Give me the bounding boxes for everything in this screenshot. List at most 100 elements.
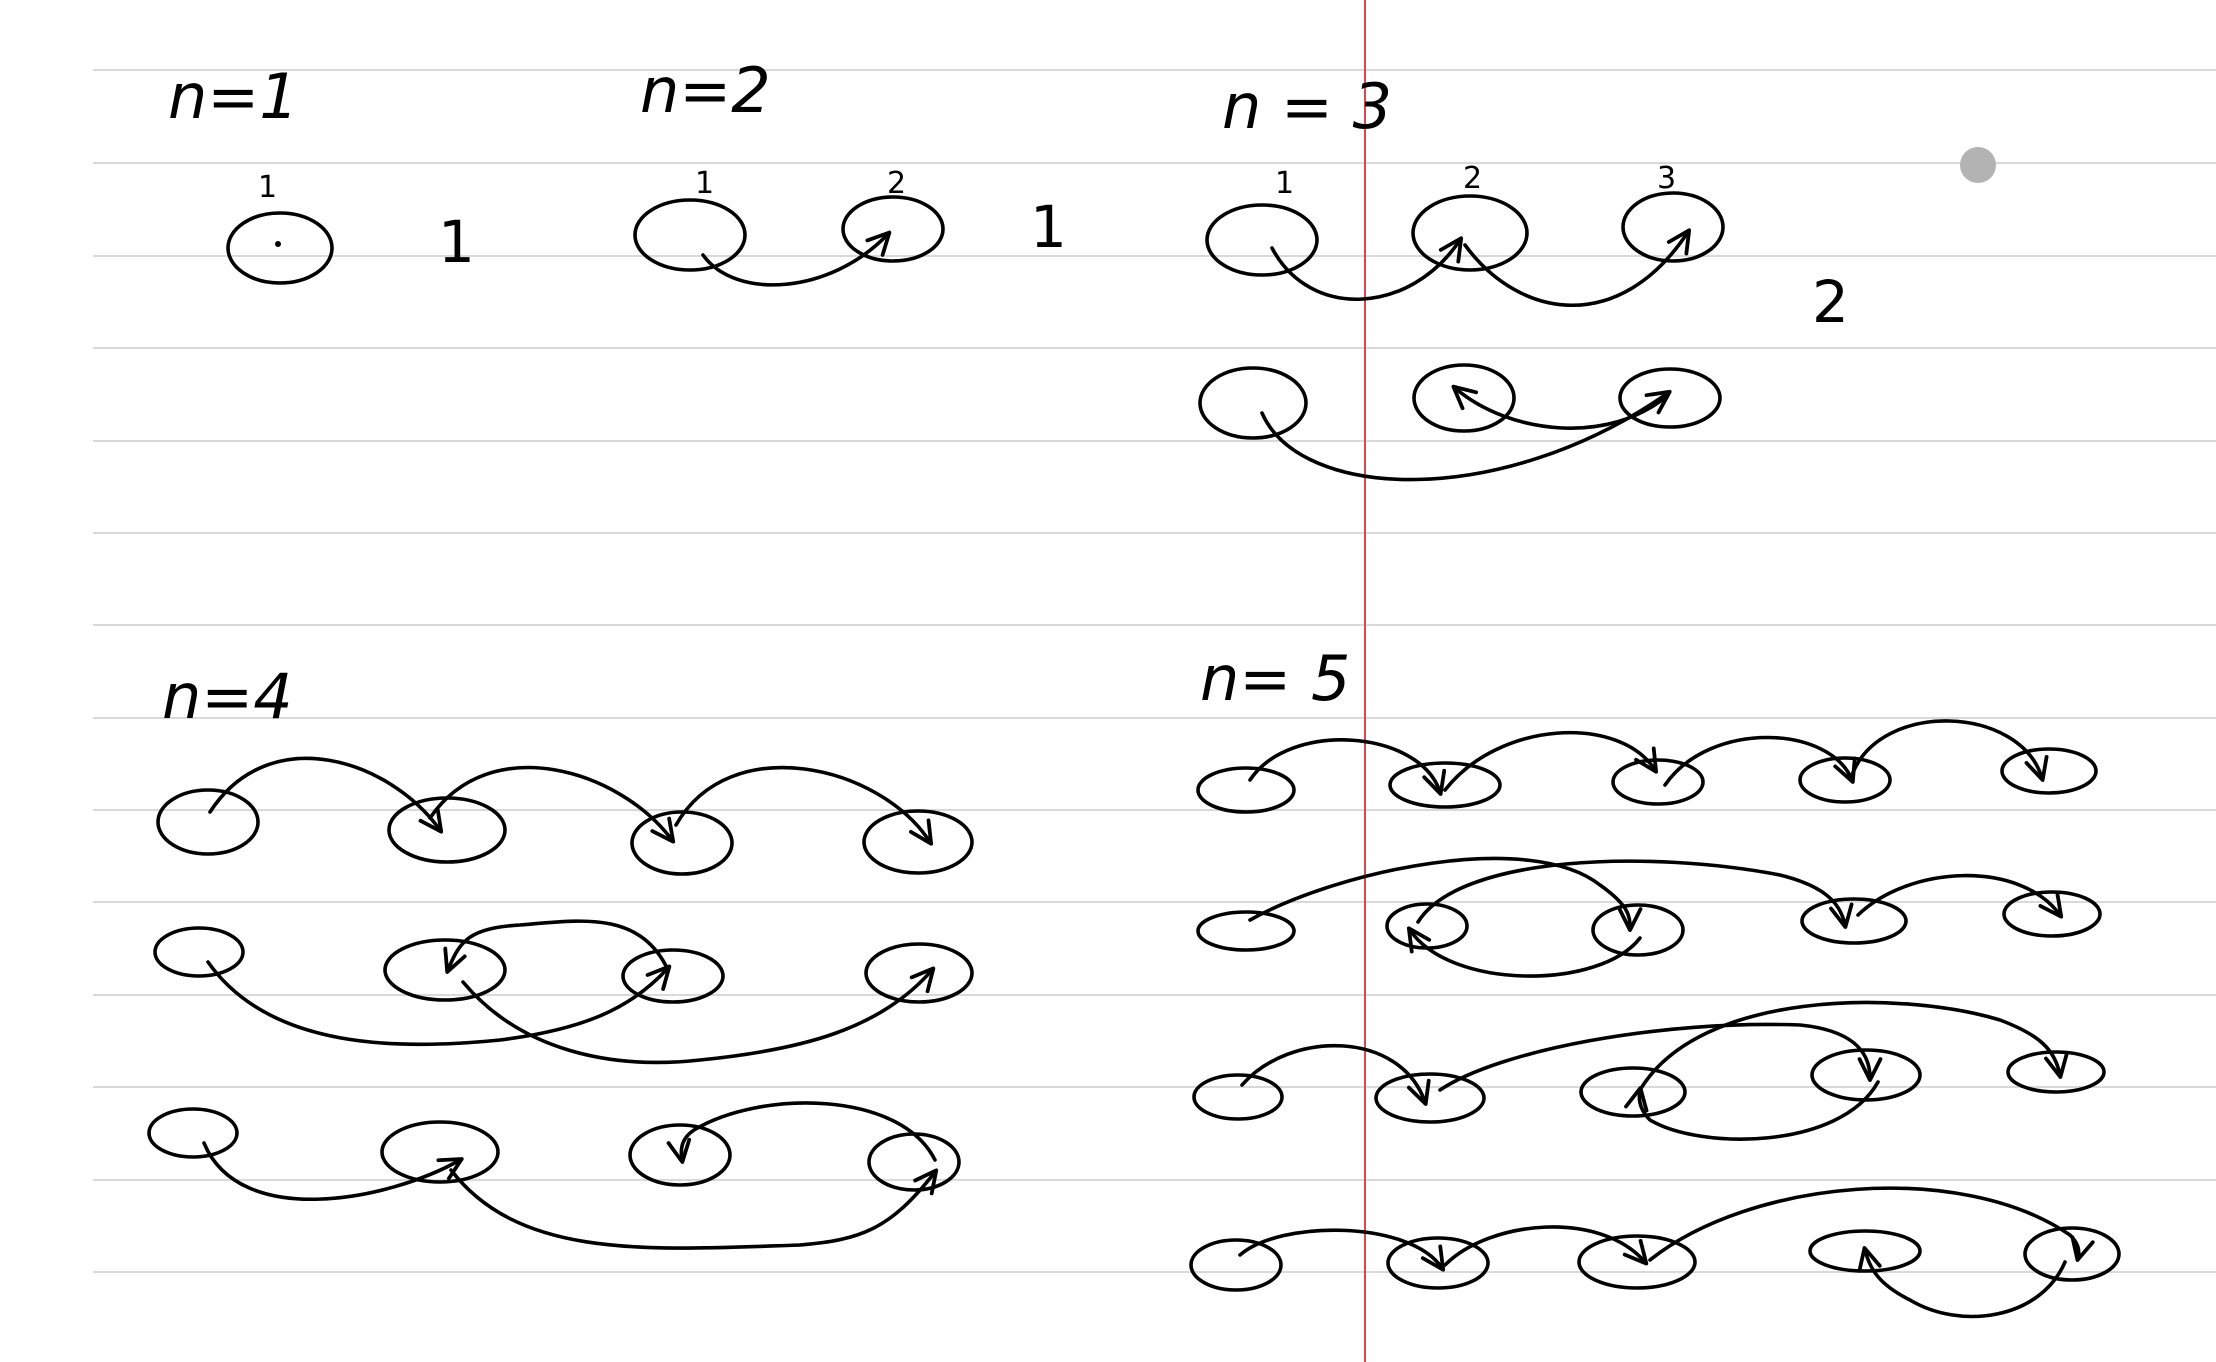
jump-arrow: [206, 960, 672, 1047]
node-circle: [2023, 1226, 2121, 1282]
node-circle: [864, 942, 974, 1004]
jump-arrow: [461, 966, 936, 1065]
node-circle: [1800, 897, 1908, 945]
arrangement-row: [153, 919, 974, 1065]
node-circle: [633, 198, 747, 272]
jump-arrow: [1443, 1225, 1649, 1267]
node-circle: [1412, 363, 1516, 433]
case-n4: n=4: [147, 660, 974, 1250]
case-n5: n= 5: [1189, 642, 2121, 1319]
jump-arrow: [1240, 1043, 1431, 1106]
jump-arrow: [1248, 856, 1643, 932]
node-circle: [1386, 1236, 1490, 1290]
arrangement-row: [1189, 1186, 2121, 1319]
jump-arrow: [202, 1141, 464, 1202]
jump-arrow: [1248, 738, 1447, 796]
arrangement-row: [1196, 856, 2102, 978]
node-circle: [1611, 758, 1705, 806]
node-circle: [387, 796, 507, 864]
arrangement-row: [1205, 191, 1725, 308]
jump-arrow: [1648, 1186, 2095, 1262]
node-circle: [621, 948, 725, 1004]
node-index-label: 1: [1275, 166, 1294, 201]
case-heading: n = 3: [1222, 70, 1392, 143]
node-circle: [1577, 1234, 1697, 1290]
case-heading: n=2: [640, 54, 771, 127]
node-circle: [630, 810, 734, 876]
node-circle: [1205, 203, 1319, 277]
node-circle: [1198, 366, 1308, 440]
pointer-dot-icon: [1960, 147, 1996, 183]
jump-arrow: [1624, 1080, 1880, 1141]
node-index-label: 1: [258, 170, 277, 205]
node-circle: [862, 809, 974, 875]
arrangement-count: 1: [1030, 193, 1067, 261]
jump-arrow: [1856, 873, 2064, 919]
node-circle: [628, 1123, 732, 1187]
arrangement-row: [1198, 363, 1722, 482]
node-circle: [1798, 756, 1892, 804]
node-circle: [226, 211, 334, 285]
node-circle: [1196, 766, 1296, 814]
node-circle: [383, 938, 507, 1002]
jump-arrow: [449, 1168, 939, 1250]
jump-arrow: [666, 1101, 937, 1164]
arrangement-row: [1196, 719, 2098, 814]
jump-arrow: [1663, 735, 1857, 787]
case-heading: n=4: [162, 660, 293, 733]
ruled-lines: [93, 69, 2216, 1273]
arrangement-count: 2: [1812, 268, 1849, 336]
jump-arrow: [1416, 859, 1854, 929]
node-circle: [1374, 1072, 1486, 1124]
jump-arrow: [1857, 1246, 2067, 1319]
node-circle: [1196, 910, 1296, 952]
jump-arrow: [674, 765, 934, 846]
jump-arrow: [1850, 719, 2049, 782]
node-circle: [156, 788, 260, 856]
jump-arrow: [1406, 926, 1642, 978]
node-index-label: 2: [887, 166, 906, 201]
node-circle: [153, 926, 245, 978]
jump-arrow: [1443, 730, 1659, 792]
jump-arrow: [701, 230, 892, 287]
node-index-label: 2: [1463, 161, 1482, 196]
jump-arrow: [208, 756, 444, 834]
case-n2: n=2 1 2 1: [633, 54, 1067, 287]
arrangement-row: [156, 756, 974, 876]
node-circle: [1579, 1066, 1687, 1118]
node-circle: [1621, 191, 1725, 263]
jump-arrow: [443, 919, 670, 974]
node-circle: [147, 1107, 239, 1159]
node-dot: [275, 241, 281, 247]
jump-arrow: [1270, 236, 1464, 302]
case-n1: n=1 1 1: [168, 60, 475, 285]
node-circle: [2000, 747, 2098, 795]
jump-arrow: [1260, 389, 1672, 482]
jump-arrow: [1438, 1022, 1883, 1092]
case-heading: n=1: [168, 60, 299, 133]
case-heading: n= 5: [1200, 642, 1350, 715]
node-circle: [1618, 367, 1722, 429]
node-circle: [1591, 903, 1685, 957]
jump-arrow: [1238, 1228, 1446, 1272]
arrangement-row: [147, 1101, 961, 1250]
node-circle: [1189, 1238, 1283, 1292]
jump-arrow: [428, 765, 676, 844]
node-circle: [2006, 1050, 2106, 1094]
arrangement-count: 1: [438, 208, 475, 276]
jump-arrow: [1463, 228, 1692, 308]
node-circle: [841, 195, 945, 263]
node-circle: [1411, 194, 1529, 272]
node-index-label: 3: [1657, 161, 1676, 196]
arrangement-row: [1192, 1000, 2106, 1141]
node-circle: [1388, 761, 1502, 809]
node-index-label: 1: [695, 166, 714, 201]
node-circle: [867, 1132, 961, 1192]
node-circle: [1192, 1073, 1284, 1121]
node-circle: [2002, 890, 2102, 938]
case-n3: n = 3 1 2 3 2: [1198, 70, 1849, 482]
node-circle: [380, 1120, 500, 1184]
jump-arrow: [1451, 384, 1670, 430]
jump-arrow: [1638, 1000, 2069, 1092]
